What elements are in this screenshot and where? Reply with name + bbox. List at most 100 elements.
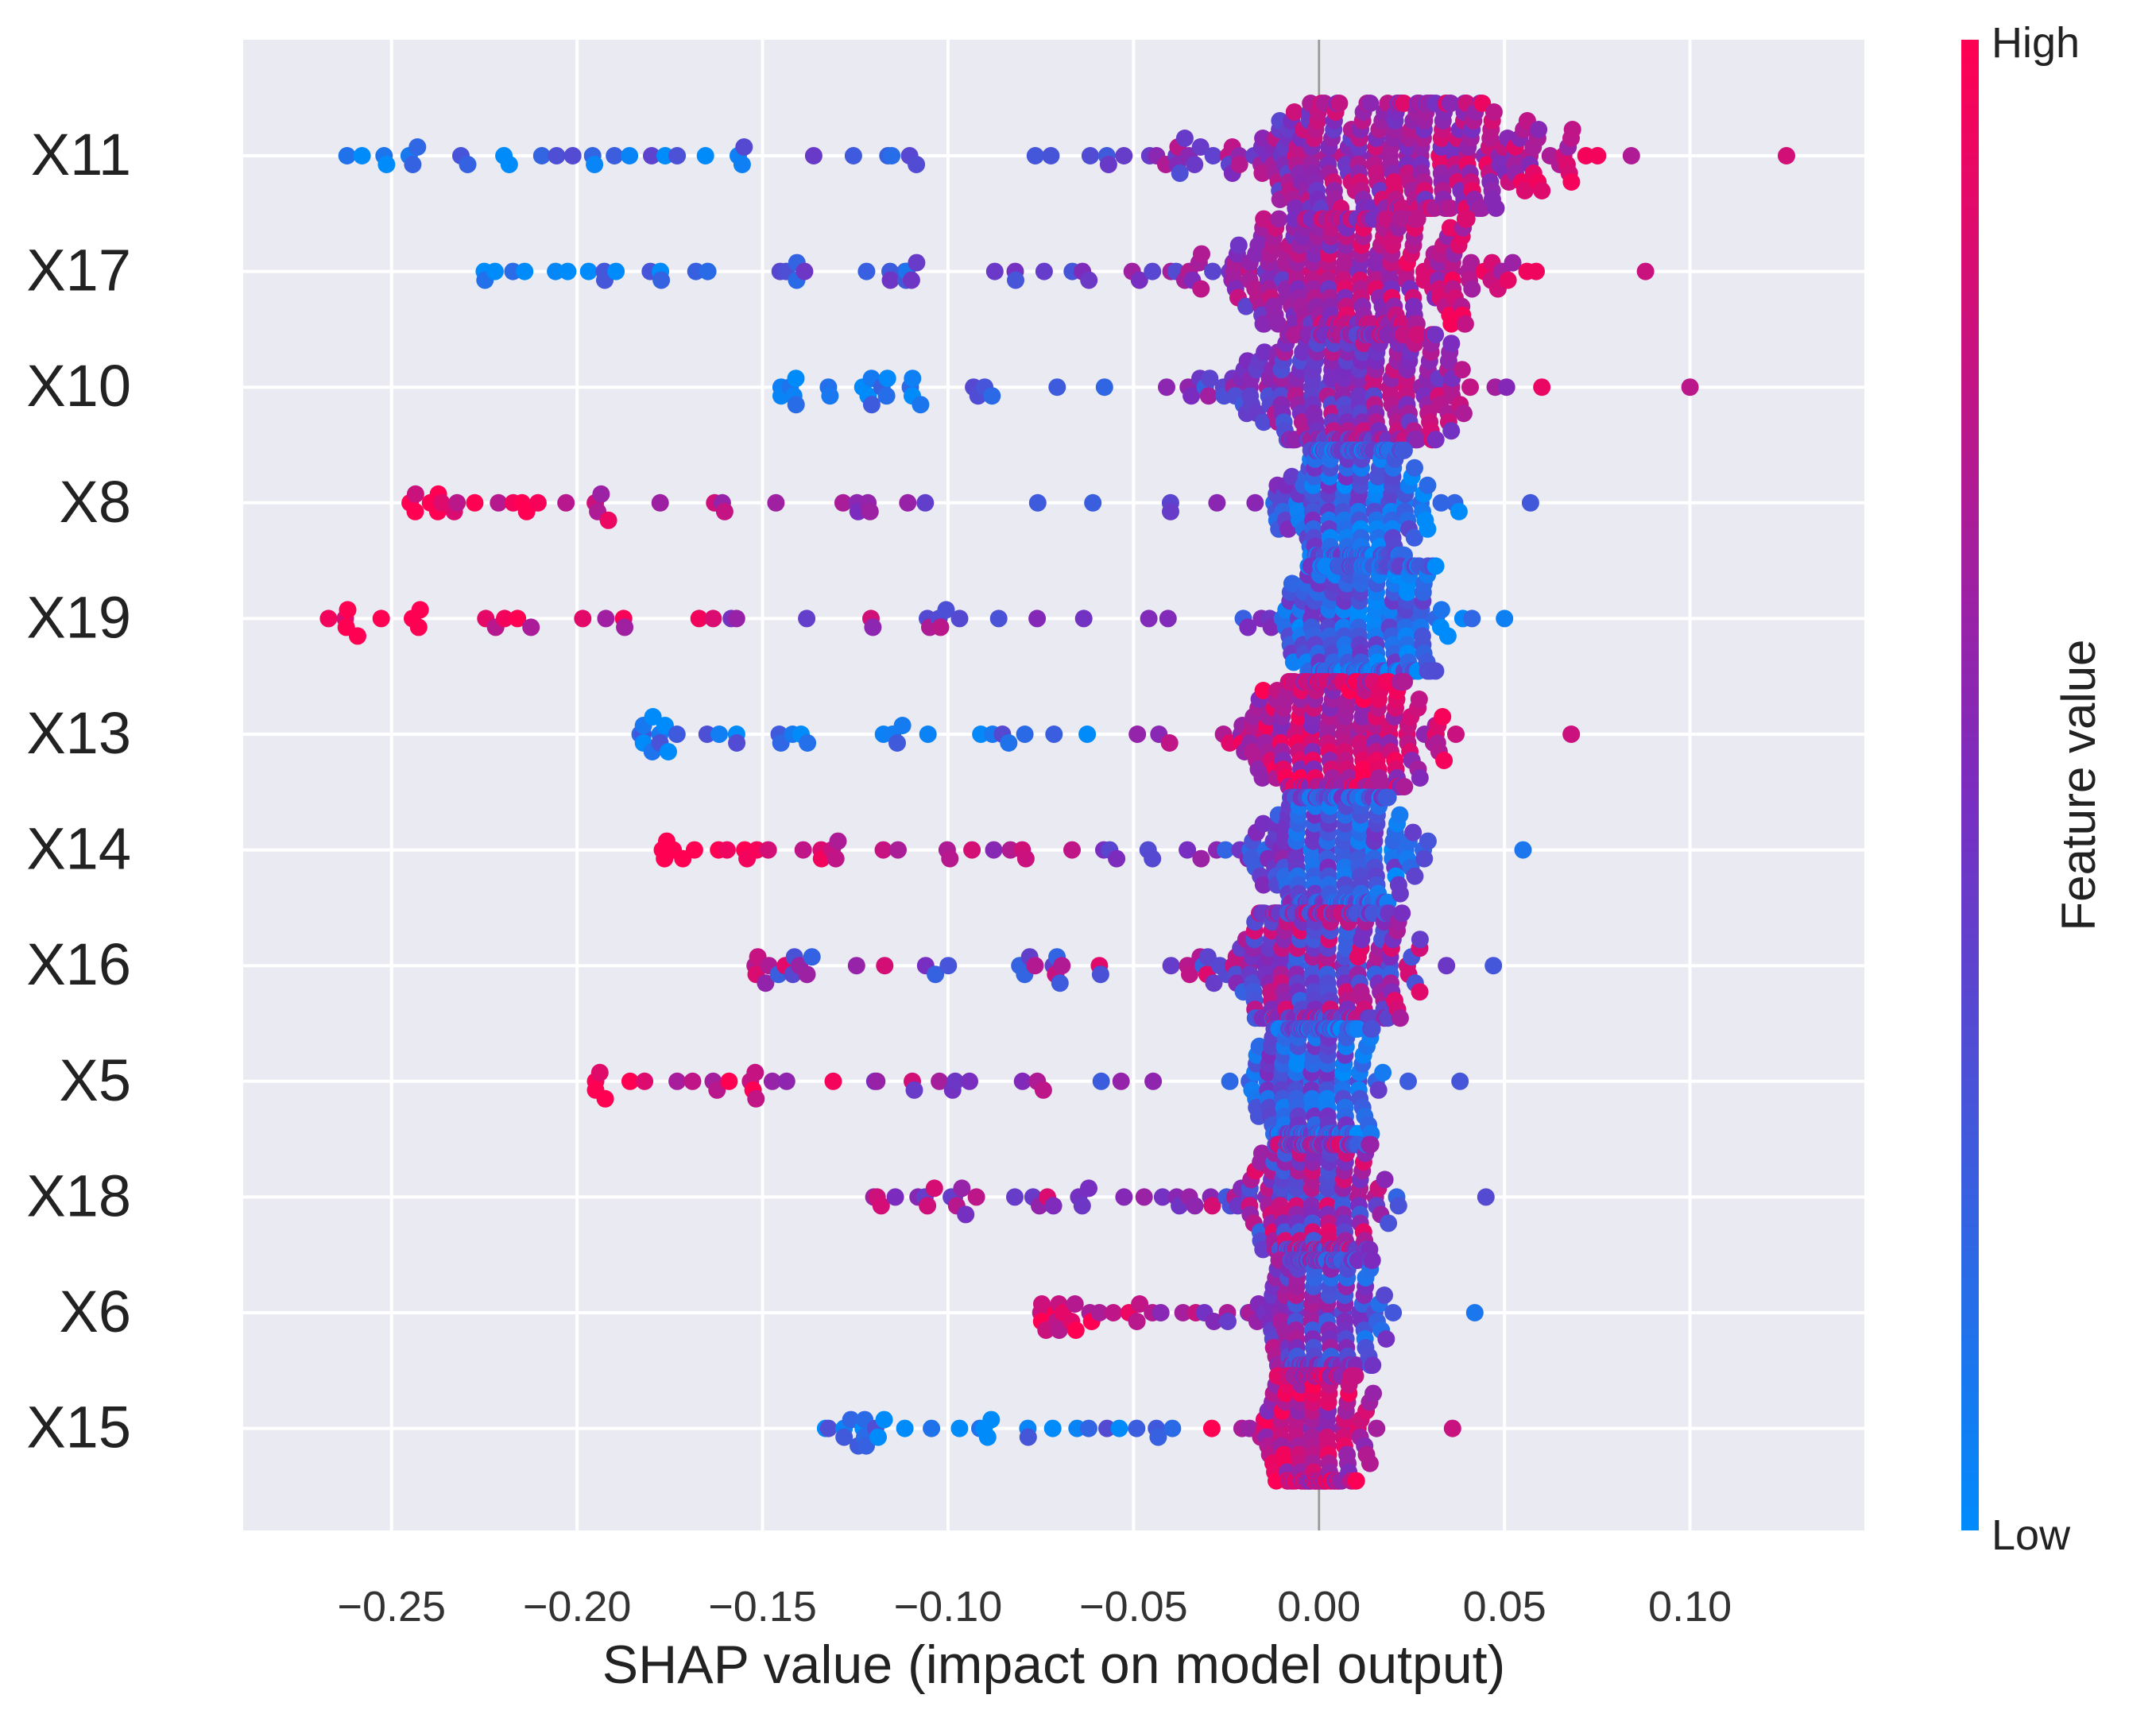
shap-point [1131,1295,1149,1313]
shap-point [1081,147,1099,164]
shap-point [927,965,945,984]
shap-point [668,147,687,164]
shap-point [668,725,686,743]
shap-point [1361,95,1380,112]
shap-point [685,841,703,859]
shap-point [1221,1072,1239,1090]
shap-point [1426,326,1445,344]
shap-point [1144,849,1162,868]
shap-point [668,1072,687,1090]
shap-point [459,156,477,173]
shap-point [496,609,513,628]
shap-point [1256,343,1274,362]
shap-point [1432,493,1450,512]
feature-label: X13 [26,700,131,766]
shap-point [835,1428,853,1446]
shap-point [1160,734,1179,752]
shap-point [1453,361,1471,379]
shap-point [1432,601,1450,619]
shap-point [1183,387,1201,405]
shap-point [1073,1197,1091,1215]
shap-point [953,1179,971,1197]
shap-point [842,1410,860,1429]
shap-point [1447,725,1465,743]
shap-point [747,1089,765,1108]
shap-point [651,493,669,512]
shap-point [1202,1419,1221,1437]
shap-point [1191,138,1210,156]
shap-point [787,396,805,414]
shap-point [532,147,551,164]
feature-label: X8 [59,469,131,535]
shap-point [1563,121,1581,138]
shap-point [1442,95,1460,112]
shap-point [1092,1072,1110,1090]
shap-point [862,396,881,414]
shap-point [1140,609,1158,628]
shap-point [1033,1295,1051,1313]
x-tick-label: −0.05 [1079,1583,1188,1631]
shap-point [967,1188,985,1206]
shap-point [1159,609,1177,628]
shap-point [1112,1072,1130,1090]
shap-point [1419,520,1437,538]
shap-point [559,262,577,281]
shap-point [824,1072,842,1090]
shap-point [1426,662,1445,680]
shap-point [660,743,677,760]
shap-point [1426,557,1445,575]
colorbar [1961,40,1979,1530]
shap-point [590,1063,609,1081]
shap-point [1171,164,1189,182]
shap-point [715,502,734,520]
shap-point [989,609,1008,628]
shap-point [1270,210,1288,228]
shap-point [1484,103,1503,121]
shap-point [819,1419,838,1437]
shap-point [1426,431,1445,449]
shap-point [1411,769,1429,787]
shap-point [1019,1428,1037,1446]
shap-point [925,1179,943,1197]
shap-point [1349,1020,1367,1038]
shap-point [1589,147,1607,164]
feature-label: X10 [26,353,131,419]
shap-point [607,262,625,281]
shap-point [844,147,862,164]
shap-point [548,147,566,164]
shap-point [950,609,969,628]
shap-point [1163,1419,1182,1437]
shap-point [1108,849,1126,868]
shap-point [798,609,816,628]
shap-point [704,609,722,628]
shap-point [1419,832,1437,850]
x-tick-label: 0.10 [1648,1583,1732,1631]
shap-point [1043,1419,1062,1437]
shap-point [404,156,422,173]
shap-point [1406,867,1424,885]
shap-point [1252,1144,1271,1163]
shap-point [557,493,575,512]
plot-background [243,40,1864,1530]
shap-point [1514,841,1532,859]
shap-point [1199,387,1217,405]
shap-point [733,156,751,173]
shap-point [1406,458,1423,477]
shap-point [735,138,753,156]
shap-point [1034,1081,1052,1099]
shap-point [377,156,396,173]
shap-point [1379,788,1397,807]
shap-point [1465,1304,1484,1321]
feature-label: X15 [26,1395,131,1461]
shap-point [1457,210,1476,228]
shap-point [1152,1304,1170,1321]
shap-point [767,493,785,512]
shap-point [803,948,821,966]
shap-point [1050,1321,1068,1339]
shap-point [1253,769,1272,787]
shap-point [1363,1252,1381,1269]
shap-point [1391,806,1409,824]
shap-point [757,974,775,992]
shap-point [876,957,894,975]
